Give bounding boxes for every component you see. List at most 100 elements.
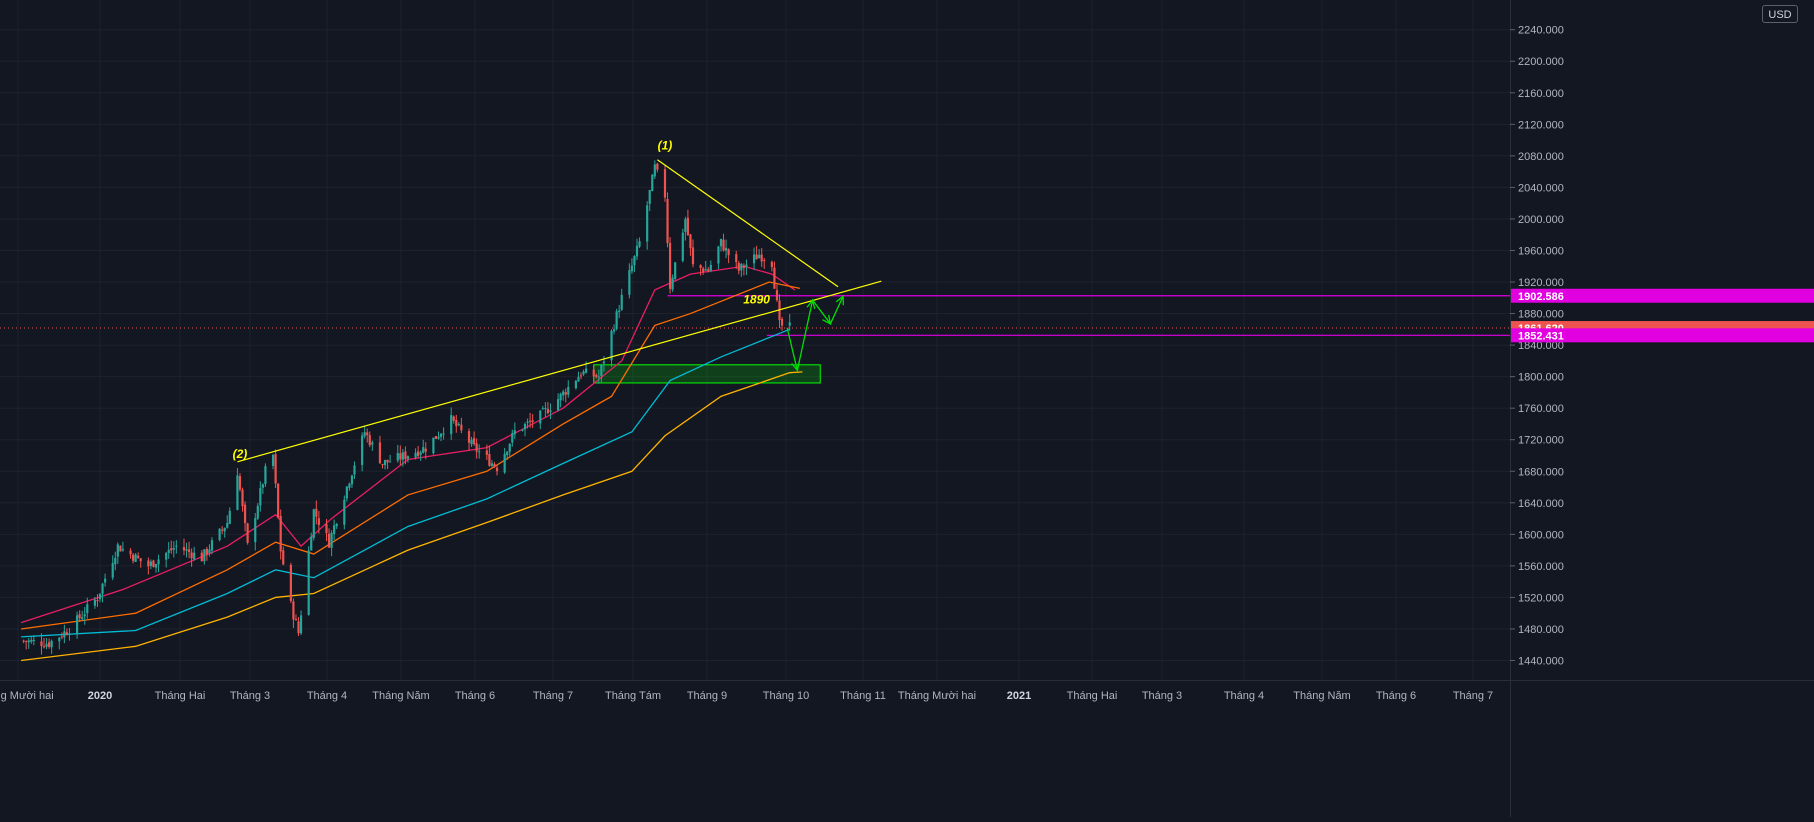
price-axis-label: 1480.000 [1518,624,1564,636]
candle [404,451,407,460]
candle [521,429,524,431]
candle [666,199,669,244]
candle [707,269,710,272]
candle [274,454,277,484]
candle [58,637,61,642]
candle [129,550,132,555]
candle [310,536,313,551]
candle [595,375,598,377]
upper-rising-trendline[interactable] [237,280,882,463]
candle [422,447,425,453]
candle [348,483,351,488]
candle [651,174,654,192]
candle [488,453,491,466]
time-axis-label: 2020 [88,690,112,702]
candle [709,264,712,271]
candle [60,636,63,638]
candle [81,617,84,619]
candle [455,420,458,427]
candle [221,529,224,531]
candle [116,544,119,557]
candle [663,169,667,198]
candle [442,433,445,435]
projection-arrowhead [835,294,844,306]
candle [175,545,178,547]
candle [549,410,552,413]
candle [478,451,481,453]
candle [618,310,621,312]
candle [241,489,244,507]
candle [620,294,623,310]
time-axis-label: háng Mười hai [0,690,54,702]
candle [111,563,114,578]
candle [147,560,150,567]
time-axis-label: 2021 [1007,690,1031,702]
candle [638,241,641,247]
time-axis-label: Tháng 4 [1224,690,1264,702]
time-axis-label: Tháng Hai [155,690,206,702]
candle [86,604,89,614]
candle [134,554,137,562]
candle [42,646,46,648]
candle [353,465,356,475]
price-axis-label: 1680.000 [1518,466,1564,478]
price-axis-label: 1760.000 [1518,403,1564,415]
candle [727,249,730,256]
candle [557,399,560,411]
candle [259,488,262,506]
candle [228,510,231,524]
candle [691,247,695,265]
candle [656,163,659,170]
price-axis-label: 1640.000 [1518,498,1564,510]
time-axis-label: Tháng 6 [455,690,495,702]
price-axis-label: 1840.000 [1518,340,1564,352]
candle [495,467,499,472]
projection-arrowhead [806,298,816,310]
time-axis-label: Tháng Năm [1293,690,1350,702]
candle [297,621,300,634]
candle [40,641,43,647]
candle [333,525,336,535]
candle [562,391,565,396]
candle [546,408,550,414]
candle [236,475,239,511]
candle [343,499,346,525]
currency-button[interactable]: USD [1762,5,1798,23]
candle [345,486,348,499]
candle [597,376,600,378]
candle [600,364,603,376]
annotation-label: (2) [233,447,248,461]
candle [684,219,687,232]
candle [439,433,443,437]
candle [137,555,140,558]
price-badge-label: 1902.586 [1518,291,1564,303]
candle [417,451,420,457]
candle [101,583,104,594]
candle [740,264,743,271]
candle [27,640,30,643]
moving-average-line [21,281,801,630]
candle [157,559,160,565]
candle [22,640,25,642]
time-axis-label: Tháng 10 [763,690,809,702]
candle [48,642,51,647]
candle [506,451,509,455]
candle [238,476,242,490]
candle [63,631,66,638]
candle [361,435,364,465]
candle [467,431,471,443]
descending-trendline[interactable] [657,159,839,288]
time-axis-label: Tháng 7 [1453,690,1493,702]
candle [307,550,310,615]
candle [653,164,656,177]
candle [742,265,745,268]
candle [368,435,371,446]
candle [775,290,779,301]
candle [279,516,282,552]
time-axis-label: Tháng Hai [1067,690,1118,702]
time-axis-label: Tháng 9 [687,690,727,702]
candle [745,264,748,267]
candle [689,234,692,249]
